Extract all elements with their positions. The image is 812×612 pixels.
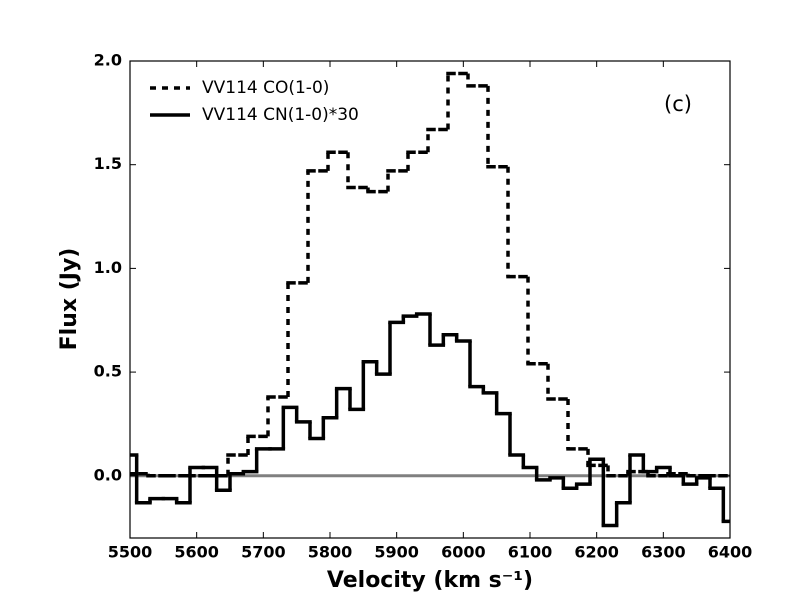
legend-label: VV114 CN(1-0)*30	[202, 105, 359, 125]
axes-frame	[129, 60, 731, 539]
x-tick-label: 6200	[574, 543, 619, 562]
y-tick-label: 0.0	[94, 465, 122, 484]
y-tick-label: 2.0	[94, 51, 122, 70]
x-tick-label: 5900	[374, 543, 419, 562]
y-tick-label: 0.5	[94, 362, 122, 381]
x-tick-label: 5500	[108, 543, 153, 562]
plot-area	[130, 71, 730, 528]
y-tick-label: 1.0	[94, 258, 122, 277]
x-tick-label: 6100	[508, 543, 553, 562]
legend-label: VV114 CO(1-0)	[202, 78, 329, 98]
x-axis-label: Velocity (km s⁻¹)	[327, 568, 533, 593]
x-tick-label: 6300	[641, 543, 686, 562]
x-tick-label: 6400	[708, 543, 753, 562]
x-tick-label: 5600	[174, 543, 219, 562]
y-tick-label: 1.5	[94, 154, 122, 173]
y-axis-label: Flux (Jy)	[57, 248, 82, 351]
annotation: (c)	[664, 92, 692, 116]
x-tick-label: 5800	[308, 543, 353, 562]
x-tick-label: 6000	[441, 543, 486, 562]
x-tick-label: 5700	[241, 543, 286, 562]
